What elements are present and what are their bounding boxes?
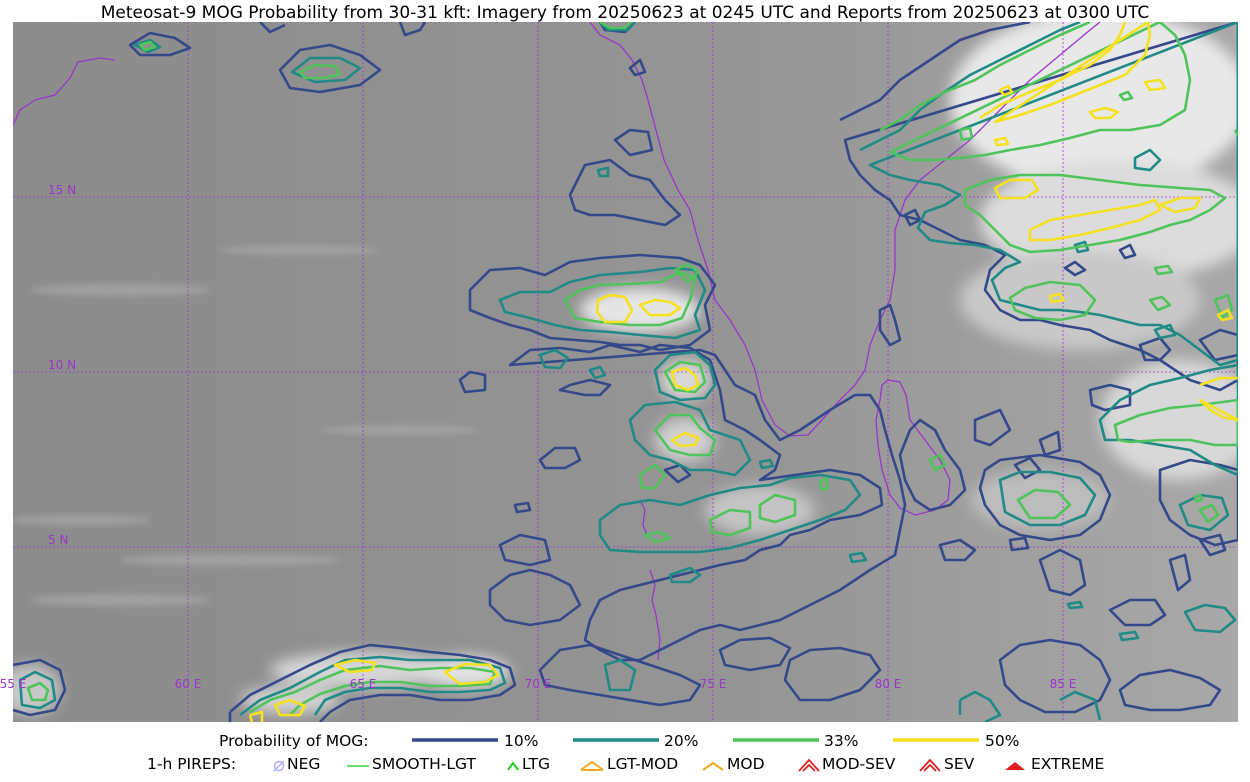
pirep-mod-sev-label: MOD-SEV xyxy=(822,755,896,773)
extreme-caret-icon xyxy=(1003,756,1027,778)
pirep-sev-label: SEV xyxy=(944,755,975,773)
level-50pct-swatch xyxy=(891,728,981,752)
pirep-lgt-mod-label: LGT-MOD xyxy=(607,755,679,773)
lat-labels: 15 N 10 N 5 N xyxy=(48,183,76,547)
ltg-caret-icon xyxy=(506,756,520,778)
cloud-streaks xyxy=(13,245,480,606)
probability-legend: Probability of MOG: 10% 20% 33% 50% xyxy=(0,732,1250,754)
pirep-mod-label: MOD xyxy=(727,755,765,773)
coastline xyxy=(13,22,1101,661)
level-10pct-label: 10% xyxy=(504,732,539,750)
pireps-legend-label: 1-h PIREPS: xyxy=(147,755,237,773)
pireps-legend: 1-h PIREPS: NEG SMOOTH-LGT LTG LGT-MOD M… xyxy=(0,755,1250,777)
lon-label: 60 E xyxy=(175,677,202,691)
lon-label: 70 E xyxy=(525,677,552,691)
sev-caret-icon xyxy=(918,755,942,778)
pirep-ltg-label: LTG xyxy=(522,755,550,773)
level-20pct-swatch xyxy=(571,728,661,752)
neg-icon xyxy=(272,756,286,778)
pirep-neg-label: NEG xyxy=(287,755,321,773)
lon-label: 55 E xyxy=(0,677,26,691)
map-title: Meteosat-9 MOG Probability from 30-31 kf… xyxy=(100,3,1150,23)
mod-caret-icon xyxy=(701,756,725,778)
level-20pct-label: 20% xyxy=(664,732,699,750)
level-33pct-swatch xyxy=(731,728,821,752)
smooth-lgt-icon xyxy=(346,756,370,778)
contour-50pct xyxy=(248,22,1238,722)
lon-label: 75 E xyxy=(700,677,727,691)
lon-label: 85 E xyxy=(1050,677,1077,691)
lon-label: 65 E xyxy=(350,677,377,691)
level-50pct-label: 50% xyxy=(985,732,1020,750)
pirep-extreme-label: EXTREME xyxy=(1031,755,1105,773)
level-10pct-swatch xyxy=(410,728,500,752)
contour-33pct xyxy=(26,22,1238,716)
lon-label: 80 E xyxy=(875,677,902,691)
mod-sev-caret-icon xyxy=(797,755,821,778)
pirep-smooth-lgt-label: SMOOTH-LGT xyxy=(372,755,476,773)
lat-label: 10 N xyxy=(48,358,76,372)
lgt-mod-caret-icon xyxy=(579,756,605,778)
probability-legend-label: Probability of MOG: xyxy=(219,732,369,750)
lat-label: 15 N xyxy=(48,183,76,197)
lon-labels: 55 E 60 E 65 E 70 E 75 E 80 E 85 E xyxy=(0,677,1076,691)
level-33pct-label: 33% xyxy=(824,732,859,750)
lat-label: 5 N xyxy=(48,533,68,547)
